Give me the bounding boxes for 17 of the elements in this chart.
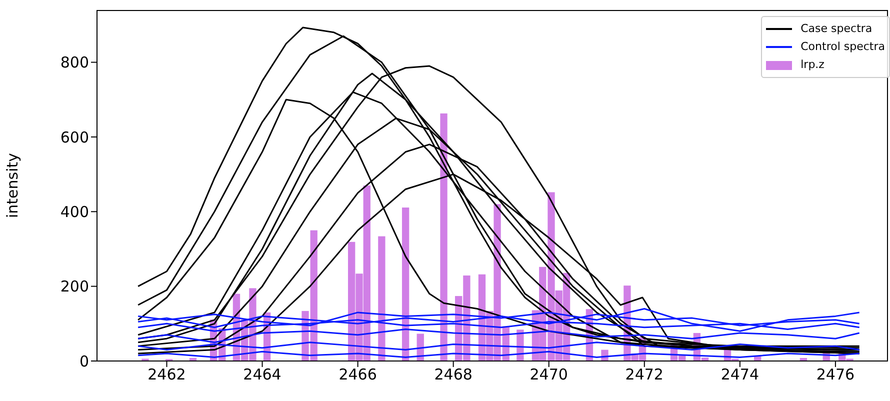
y-tick-label: 400 [60,202,89,221]
y-tick-label: 0 [79,352,89,370]
legend-label: Control spectra [800,39,885,55]
y-tick-label: 600 [60,128,89,146]
y-axis-title: intensity [3,152,22,218]
legend-label: Case spectra [800,21,872,37]
x-tick-label: 2474 [720,366,760,384]
x-tick-label: 2464 [243,366,282,384]
y-tick-label: 800 [60,54,89,72]
y-tick-label: 200 [60,278,89,296]
x-tick-label: 2462 [148,366,186,384]
legend-label: lrp.z [800,57,824,73]
x-tick-label: 2476 [816,366,855,384]
x-tick-label: 2472 [625,366,664,384]
x-tick-label: 2470 [530,366,568,384]
x-tick-label: 2466 [338,366,377,384]
x-tick-label: 2468 [434,366,472,384]
